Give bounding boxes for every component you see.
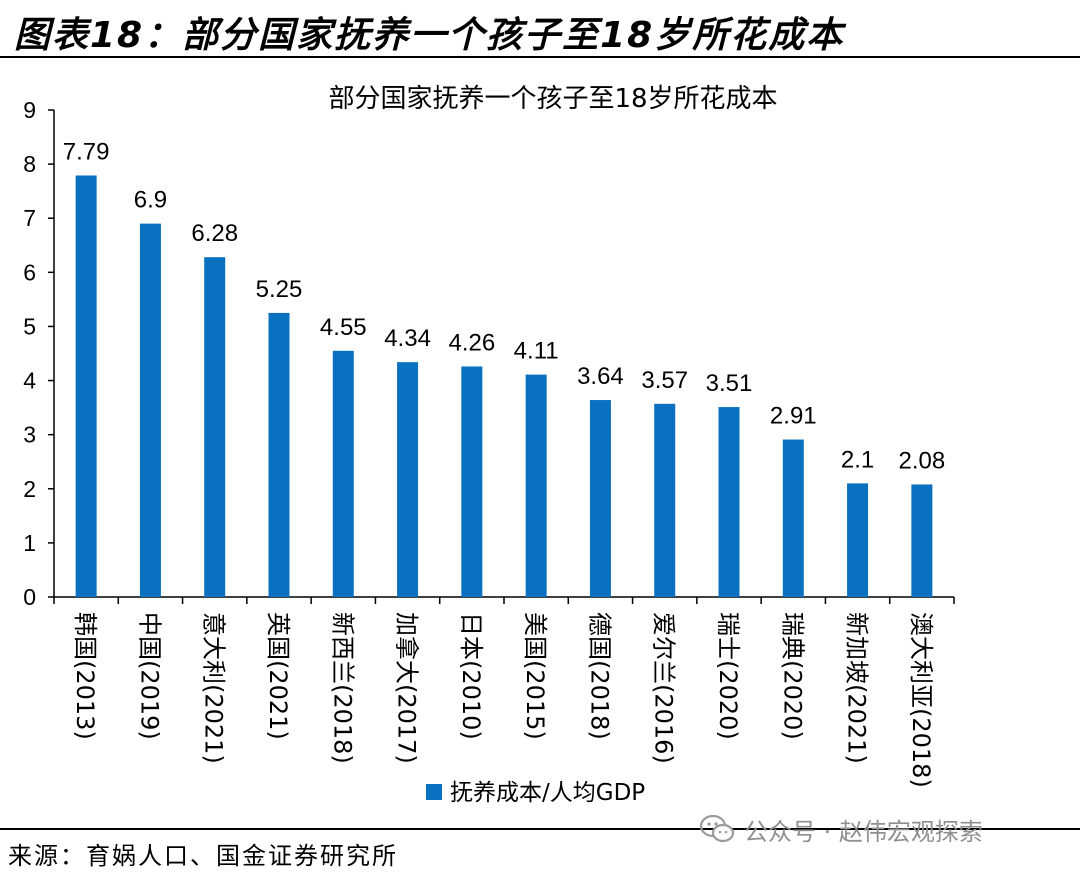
data-label: 3.57 <box>641 367 688 394</box>
wechat-icon <box>700 815 734 843</box>
data-label: 4.26 <box>448 329 495 356</box>
data-label: 7.79 <box>63 138 110 165</box>
category-label: 德国(2018) <box>585 612 613 740</box>
category-label: 日本(2010) <box>457 612 485 740</box>
footer-divider <box>0 828 1080 830</box>
category-label: 澳大利亚(2018) <box>907 612 935 788</box>
bar <box>75 175 97 598</box>
y-tick-label: 7 <box>23 205 36 231</box>
legend-label: 抚养成本/人均GDP <box>450 780 645 806</box>
bar <box>397 362 419 597</box>
bar <box>847 483 869 597</box>
legend-swatch <box>426 784 442 800</box>
data-label: 6.9 <box>134 187 167 214</box>
category-label: 瑞典(2020) <box>778 612 806 740</box>
data-label: 3.51 <box>706 370 753 397</box>
watermark: 公众号 · 赵伟宏观探索 <box>700 812 983 846</box>
category-label: 中国(2019) <box>135 612 163 740</box>
y-tick-label: 6 <box>23 259 36 285</box>
y-tick-label: 5 <box>23 313 36 339</box>
y-tick-label: 1 <box>23 530 36 556</box>
chart-title: 部分国家抚养一个孩子至18岁所花成本 <box>328 84 777 114</box>
category-label: 英国(2021) <box>264 612 292 740</box>
bar <box>525 374 547 597</box>
category-label: 美国(2015) <box>521 612 549 740</box>
data-label: 2.91 <box>770 403 817 430</box>
y-tick-label: 2 <box>23 476 36 502</box>
bar <box>911 484 933 597</box>
y-tick-label: 9 <box>23 97 36 123</box>
category-label: 爱尔兰(2016) <box>650 612 678 764</box>
data-label: 4.11 <box>514 338 559 365</box>
category-label: 加拿大(2017) <box>393 612 421 764</box>
y-tick-label: 4 <box>23 368 36 394</box>
bar <box>461 366 483 597</box>
bar <box>204 257 226 597</box>
watermark-text: 公众号 · 赵伟宏观探索 <box>744 817 983 846</box>
category-label: 意大利(2021) <box>200 612 228 764</box>
bar <box>718 407 740 597</box>
data-label: 4.34 <box>384 325 431 352</box>
report-header: 图表18：部分国家抚养一个孩子至18岁所花成本 <box>0 0 1080 58</box>
bar <box>654 403 676 597</box>
category-label: 新加坡(2021) <box>843 612 871 764</box>
header-divider <box>0 56 1080 58</box>
data-label: 4.55 <box>320 314 367 341</box>
y-tick-label: 0 <box>23 584 36 610</box>
y-tick-label: 3 <box>23 422 36 448</box>
category-label: 韩国(2013) <box>71 612 99 740</box>
data-label: 3.64 <box>577 363 624 390</box>
data-label: 2.08 <box>898 447 945 474</box>
data-label: 5.25 <box>256 276 303 303</box>
source-note: 来源：育娲人口、国金证券研究所 <box>8 842 398 870</box>
bar <box>139 223 161 597</box>
data-label: 6.28 <box>191 220 238 247</box>
category-label: 瑞士(2020) <box>714 612 742 740</box>
figure-title: 图表18：部分国家抚养一个孩子至18岁所花成本 <box>14 15 845 56</box>
bar <box>332 350 354 597</box>
bar <box>782 439 804 597</box>
bar <box>268 312 290 597</box>
category-label: 新西兰(2018) <box>328 612 356 764</box>
bar <box>589 400 611 597</box>
data-label: 2.1 <box>841 446 874 473</box>
y-tick-label: 8 <box>23 151 36 177</box>
